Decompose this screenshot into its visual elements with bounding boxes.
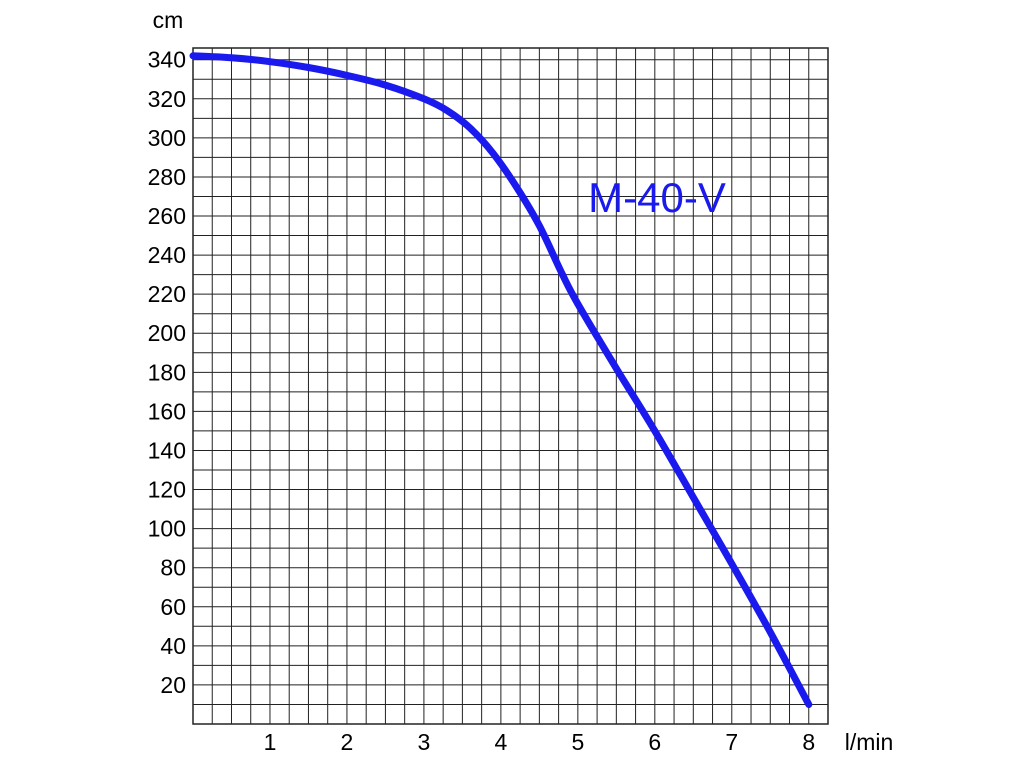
x-tick-label: 3 [418, 729, 431, 755]
y-tick-label: 120 [148, 477, 186, 503]
x-tick-label: 5 [571, 729, 584, 755]
x-tick-label: 2 [341, 729, 354, 755]
y-tick-label: 20 [160, 672, 186, 698]
series-label: M-40-V [588, 174, 726, 221]
y-tick-label: 240 [148, 242, 186, 268]
y-tick-label: 340 [148, 47, 186, 73]
y-axis-ticks: 20 40 60 80 100 120 140 160 180 200 220 240 260 280 30… [148, 47, 186, 698]
chart-grid [192, 47, 829, 725]
x-axis-ticks: 1 2 3 4 5 6 7 8 [264, 729, 816, 755]
x-tick-label: 1 [264, 729, 277, 755]
x-tick-label: 4 [494, 729, 507, 755]
y-tick-label: 160 [148, 398, 186, 424]
plot-border [192, 47, 829, 725]
x-tick-label: 6 [648, 729, 661, 755]
y-tick-label: 300 [148, 125, 186, 151]
y-axis-unit: cm [153, 7, 184, 33]
x-axis-unit: l/min [845, 729, 894, 755]
y-tick-label: 220 [148, 281, 186, 307]
y-tick-label: 80 [160, 555, 186, 581]
y-tick-label: 280 [148, 164, 186, 190]
y-tick-label: 140 [148, 437, 186, 463]
x-tick-label: 8 [802, 729, 815, 755]
x-tick-label: 7 [725, 729, 738, 755]
y-tick-label: 100 [148, 516, 186, 542]
y-tick-label: 260 [148, 203, 186, 229]
y-tick-label: 320 [148, 86, 186, 112]
series-line-m-40-v [189, 52, 813, 708]
y-tick-label: 60 [160, 594, 186, 620]
y-tick-label: 180 [148, 359, 186, 385]
y-tick-label: 200 [148, 320, 186, 346]
y-tick-label: 40 [160, 633, 186, 659]
